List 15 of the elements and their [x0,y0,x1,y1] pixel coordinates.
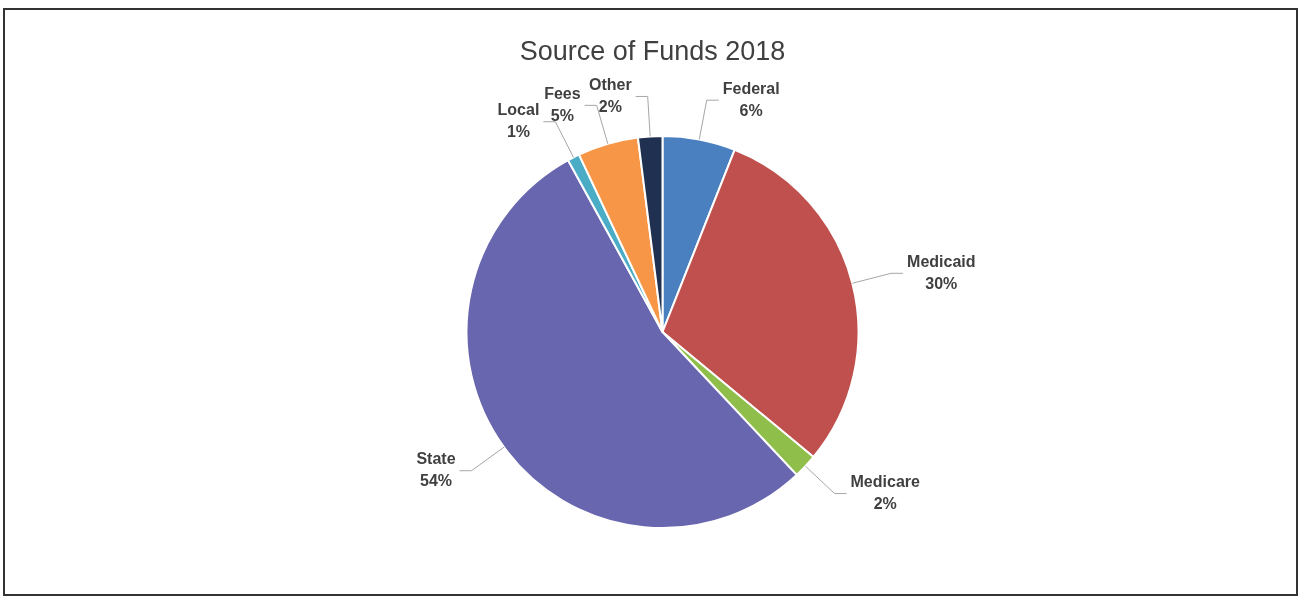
data-label: 2% [873,494,897,512]
slice-label: Medicare [850,472,920,490]
slice-label: Fees [544,84,581,102]
data-label: 2% [598,97,622,115]
data-label: 54% [419,472,453,490]
data-label: 5% [550,106,574,124]
slice-label: Local [497,101,540,119]
data-label: 6% [739,101,763,119]
chart-title: Source of Funds 2018 [518,36,787,67]
data-label: 1% [506,123,531,141]
slice-label: Other [589,75,632,93]
slice-label: Medicaid [907,252,976,270]
slice-label: State [416,450,456,468]
slice-label: Federal [722,79,780,97]
data-label: 30% [925,274,958,292]
